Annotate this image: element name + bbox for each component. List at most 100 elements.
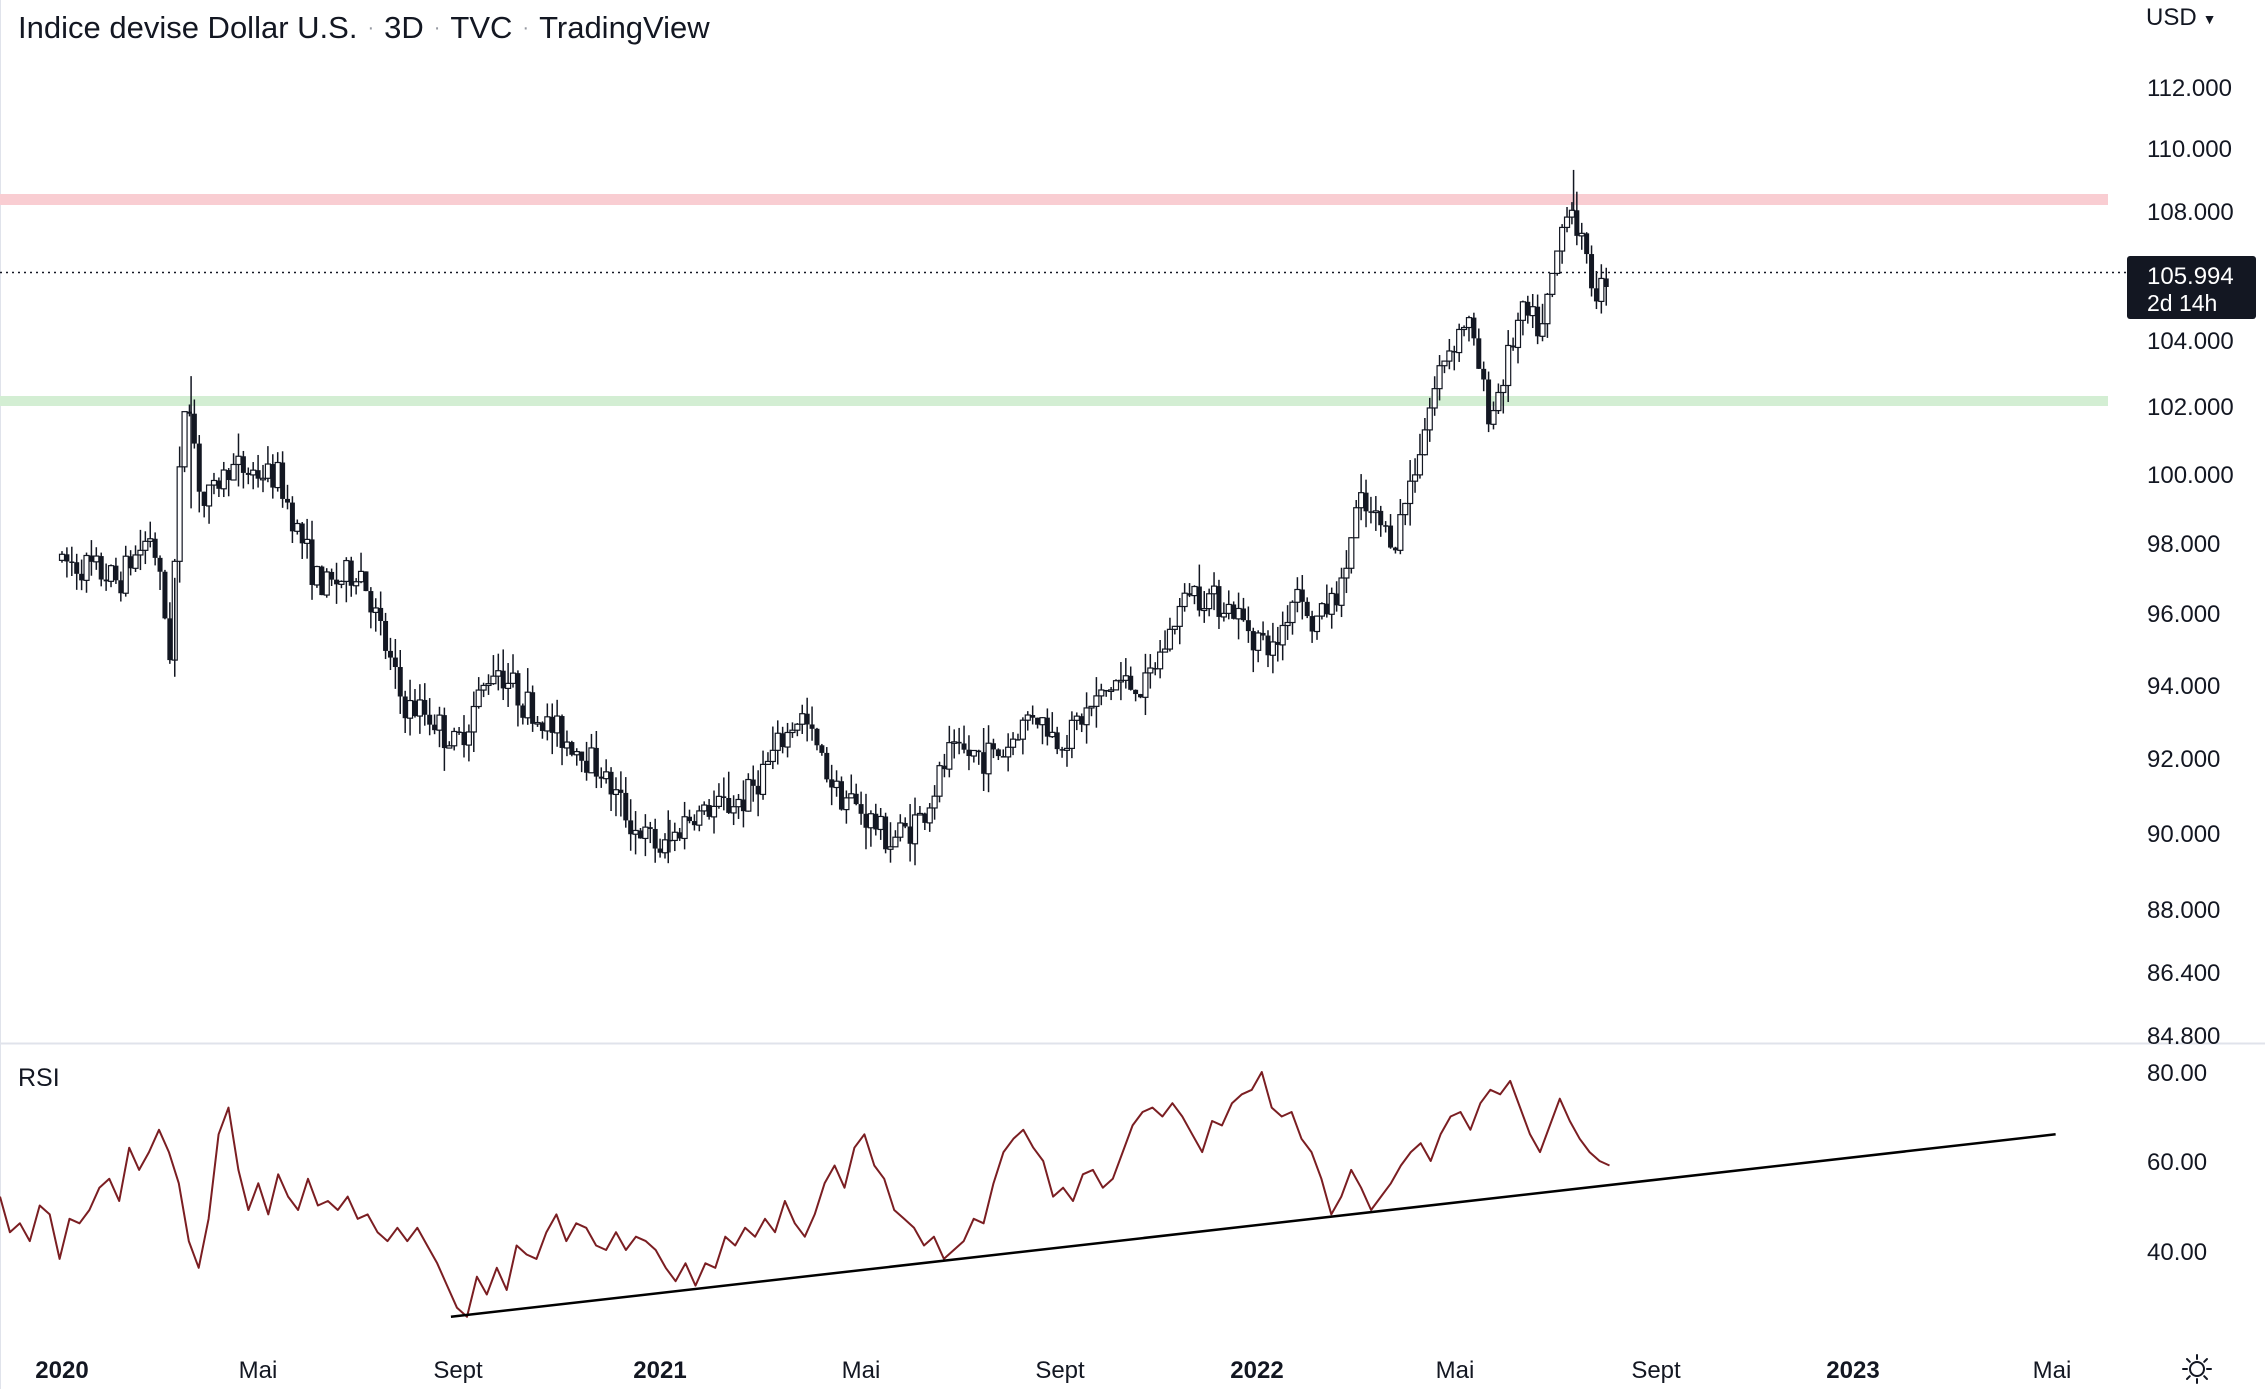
candle: [981, 728, 987, 792]
candle: [755, 770, 761, 817]
time-tick-label: Mai: [842, 1357, 881, 1384]
sun-gear-icon[interactable]: [2182, 1354, 2212, 1384]
currency-selector[interactable]: USD ▼: [2146, 4, 2217, 32]
candle: [715, 783, 723, 809]
candle: [441, 707, 447, 771]
candle: [230, 453, 237, 481]
candle: [1514, 312, 1522, 364]
candle: [1490, 401, 1497, 430]
candle: [142, 531, 149, 565]
candle: [618, 771, 624, 817]
separator-dot: ·: [522, 16, 530, 39]
candle: [1250, 627, 1256, 673]
candle: [1206, 588, 1213, 617]
candle: [1368, 496, 1374, 524]
candle: [118, 571, 124, 602]
candle: [1441, 360, 1448, 374]
candle: [941, 753, 947, 778]
candle: [1421, 417, 1428, 456]
candle: [205, 484, 213, 524]
rsi-tick-label: 80.00: [2147, 1060, 2207, 1087]
candlestick-series: [58, 169, 1609, 866]
candle: [598, 767, 604, 788]
candle: [784, 722, 791, 758]
candle: [1392, 546, 1398, 554]
candle: [873, 803, 879, 836]
candle: [1451, 345, 1457, 371]
time-tick-label: 2022: [1230, 1357, 1283, 1384]
candle: [103, 563, 109, 591]
candle: [412, 689, 418, 718]
candle: [1240, 597, 1246, 622]
candle: [422, 683, 428, 726]
candle: [259, 464, 267, 493]
candle: [128, 550, 134, 576]
candle: [1299, 575, 1305, 620]
time-tick-label: 2021: [633, 1357, 686, 1384]
candle: [1068, 711, 1075, 759]
candle: [814, 727, 820, 751]
candle: [946, 725, 953, 778]
candle: [323, 568, 330, 598]
candle: [559, 714, 565, 766]
last-price-badge: 105.994 2d 14h: [2127, 256, 2256, 319]
candle: [922, 812, 928, 831]
separator-dot: ·: [433, 16, 441, 39]
candle: [338, 580, 345, 589]
candle: [593, 731, 599, 789]
candle: [1589, 245, 1595, 297]
candle: [157, 555, 163, 591]
candle: [334, 562, 340, 604]
candle: [181, 411, 188, 473]
candle: [122, 545, 129, 597]
candle: [706, 799, 712, 820]
candle: [1549, 272, 1556, 298]
candle: [309, 520, 315, 600]
interval-label[interactable]: 3D: [384, 10, 424, 45]
candle: [1416, 433, 1424, 479]
candle: [936, 761, 943, 803]
candle: [819, 743, 825, 756]
candle: [539, 721, 545, 739]
candle: [608, 767, 614, 812]
time-axis: 2020 Mai Sept 2021 Mai Sept 2022 Mai Sept 2023 Mai: [35, 1357, 2071, 1384]
candle: [353, 578, 360, 595]
price-tick-label: 92.000: [2147, 746, 2220, 773]
candle: [1093, 677, 1100, 728]
candle: [1171, 625, 1178, 635]
time-tick-label: 2020: [35, 1357, 88, 1384]
candle: [1383, 521, 1389, 533]
candle: [863, 793, 869, 850]
exchange-label: TVC: [450, 10, 513, 45]
candle: [887, 822, 894, 863]
candle: [637, 828, 643, 839]
candle: [1161, 630, 1169, 653]
price-tick-label: 110.000: [2147, 136, 2232, 163]
price-tick-label: 98.000: [2147, 531, 2220, 558]
candle: [1574, 191, 1580, 246]
rsi-pane: [0, 1071, 2056, 1318]
candle: [216, 477, 222, 497]
candle: [1117, 662, 1125, 701]
candle: [789, 722, 796, 738]
candle: [1338, 567, 1345, 618]
time-tick-label: Sept: [1631, 1357, 1681, 1384]
symbol-name[interactable]: Indice devise Dollar U.S.: [18, 10, 358, 45]
candle: [1201, 591, 1208, 623]
candle: [1289, 600, 1296, 635]
resistance-zone: [0, 194, 2108, 205]
candle: [1598, 264, 1605, 314]
candle: [64, 547, 70, 578]
candle: [647, 821, 653, 844]
candle: [681, 801, 688, 850]
candle: [1009, 732, 1017, 756]
candle: [515, 670, 521, 727]
candle: [162, 569, 168, 620]
candle: [853, 783, 859, 806]
candle: [490, 655, 497, 685]
candle: [465, 724, 472, 762]
rsi-pane-label[interactable]: RSI: [18, 1064, 60, 1092]
candle: [652, 818, 658, 863]
rsi-line: [0, 1071, 1610, 1318]
